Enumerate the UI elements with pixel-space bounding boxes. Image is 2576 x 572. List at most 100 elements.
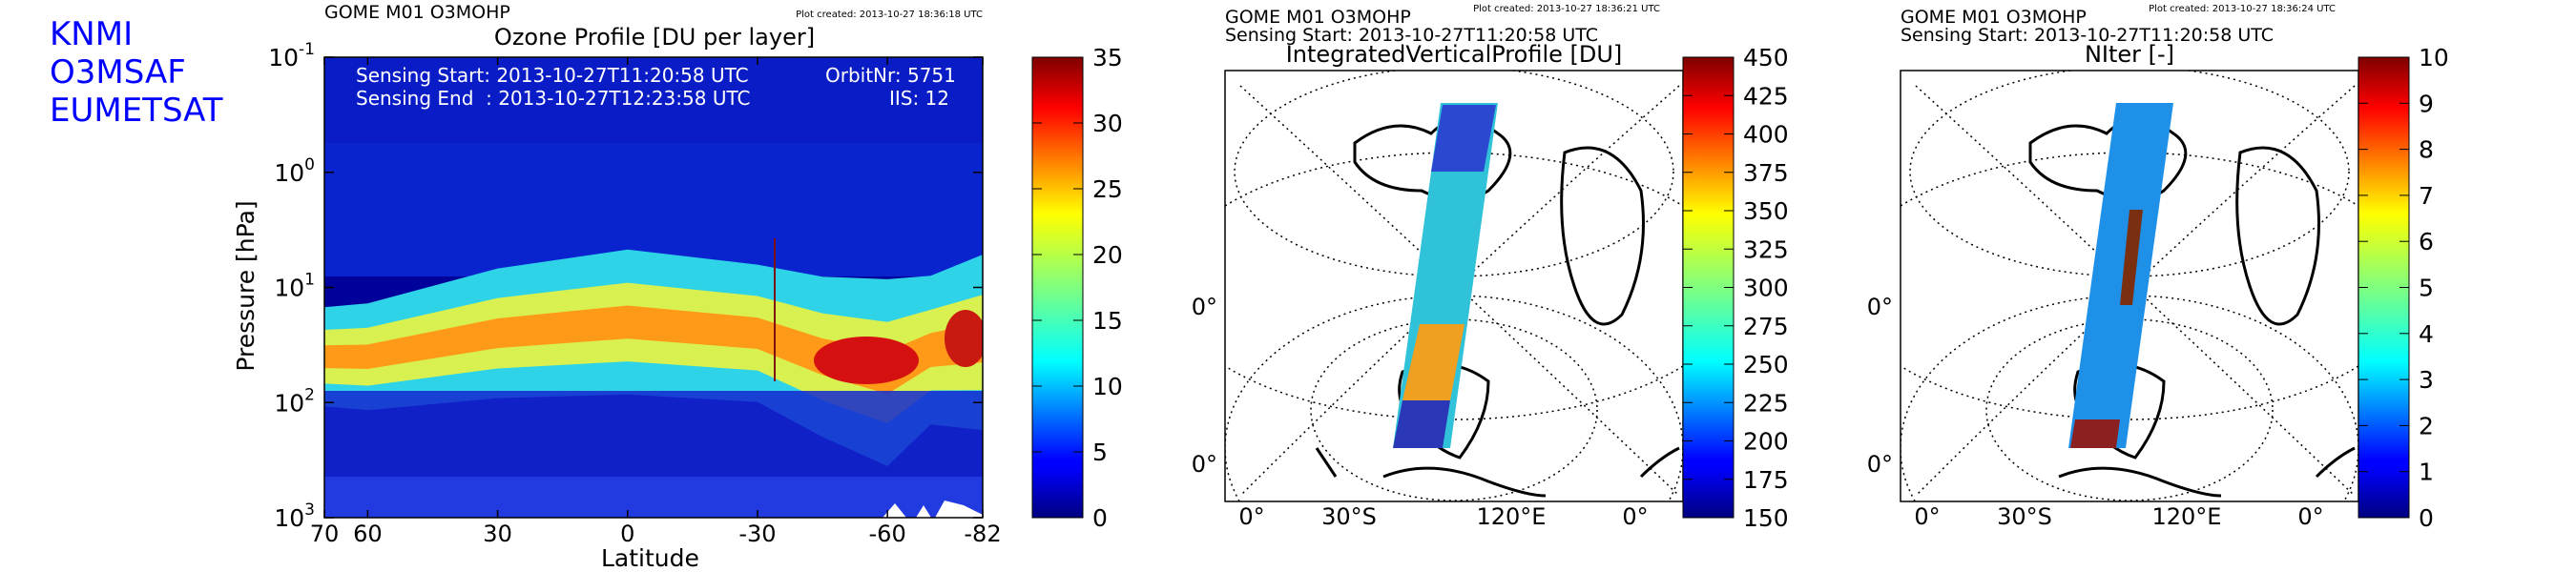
map2-subheader: Sensing Start: 2013-10-27T11:20:58 UTC (1901, 25, 2275, 46)
colorbar-label: 150 (1743, 504, 1789, 532)
map2-colorbar-ticks: 0 1 2 3 4 5 6 7 8 9 10 (2358, 44, 2449, 532)
map2-swath (2068, 103, 2173, 448)
x-tick-label: 0 (620, 521, 634, 547)
heatmap-colorbar (1031, 56, 1084, 519)
branding: KNMI O3MSAF EUMETSAT (50, 15, 223, 130)
y-tick-label: 100 (274, 155, 315, 187)
colorbar-label: 25 (1092, 175, 1123, 203)
map2-header: GOME M01 O3MOHP (1901, 7, 2087, 28)
x-tick-label: 70 (310, 521, 340, 547)
colorbar-label: 7 (2419, 182, 2434, 210)
colorbar-label: 10 (1092, 373, 1123, 400)
brand-o3msaf: O3MSAF (50, 53, 186, 92)
iis-text: IIS: 12 (888, 87, 949, 110)
colorbar-label: 325 (1743, 235, 1789, 263)
colorbar-label: 35 (1092, 44, 1123, 72)
heatmap-xlabel: Latitude (601, 544, 699, 572)
colorbar-label: 3 (2419, 366, 2434, 394)
map1-swath-north (1431, 105, 1496, 172)
x-tick-label: 30 (483, 521, 512, 547)
lon-label: 120°E (1477, 503, 1547, 530)
missing-data-patches (883, 500, 983, 518)
x-tick-label: -82 (964, 521, 1001, 547)
lon-label: 30°S (1997, 503, 2052, 530)
ozone-max-pole (945, 310, 983, 367)
orbit-number-text: OrbitNr: 5751 (825, 64, 956, 87)
map1-title: IntegratedVerticalProfile [DU] (1285, 41, 1623, 68)
y-tick-label: 102 (274, 385, 315, 417)
colorbar-label: 0 (1092, 504, 1108, 532)
x-tick-label: -60 (869, 521, 906, 547)
colorbar-label: 4 (2419, 320, 2434, 348)
y-tick-label: 101 (274, 271, 315, 302)
map1-content (1225, 71, 1683, 501)
colorbar-label: 175 (1743, 466, 1789, 494)
lon-label: 0° (1238, 503, 1264, 530)
map1-subheader: Sensing Start: 2013-10-27T11:20:58 UTC (1225, 25, 1599, 46)
ozone-band-mid (324, 282, 983, 424)
colorbar-label: 9 (2419, 90, 2434, 117)
map2-content (1901, 71, 2358, 501)
map1-swath-south (1393, 400, 1450, 448)
lon-label: 0° (1622, 503, 1648, 530)
panel1-header: GOME M01 O3MOHP (324, 2, 510, 23)
x-tick-label: 60 (353, 521, 383, 547)
map2-swath-streak (2120, 210, 2143, 305)
colorbar-label: 350 (1743, 197, 1789, 225)
sensing-end-text: Sensing End : 2013-10-27T12:23:58 UTC (356, 87, 751, 110)
colorbar-label: 250 (1743, 351, 1789, 378)
lon-label: 0° (1914, 503, 1940, 530)
colorbar-label: 200 (1743, 428, 1789, 456)
y-tick-label: 103 (274, 500, 315, 532)
colorbar-label: 300 (1743, 275, 1789, 302)
colorbar-label: 10 (2419, 44, 2449, 72)
colorbar-label: 375 (1743, 159, 1789, 187)
brand-eumetsat: EUMETSAT (50, 92, 223, 130)
colorbar-label: 20 (1092, 241, 1123, 269)
colorbar-label: 5 (1092, 439, 1108, 466)
colorbar-label: 1 (2419, 459, 2434, 486)
map1-labels: 0° 0° 0° 30°S 120°E 0° (1192, 294, 1649, 530)
colorbar-label: 425 (1743, 82, 1789, 110)
lat-label: 0° (1192, 451, 1217, 478)
map2-title: NIter [-] (2084, 41, 2175, 68)
lon-label: 30°S (1321, 503, 1377, 530)
map2-plot-created: Plot created: 2013-10-27 18:36:24 UTC (2149, 4, 2336, 14)
colorbar-label: 275 (1743, 313, 1789, 340)
ozone-max-south (814, 337, 919, 384)
panel1-plot-created: Plot created: 2013-10-27 18:36:18 UTC (796, 10, 983, 20)
colorbar-label: 8 (2419, 136, 2434, 164)
lat-label: 0° (1867, 294, 1893, 320)
colorbar-label: 6 (2419, 228, 2434, 255)
heatmap-field (324, 57, 983, 518)
lat-label: 0° (1192, 294, 1217, 320)
map2-labels: 0° 0° 0° 30°S 120°E 0° (1867, 294, 2324, 530)
brand-knmi: KNMI (50, 15, 134, 53)
map1-swath-high (1402, 324, 1465, 400)
ozone-band-inner (324, 305, 983, 395)
y-tick-label: 10-1 (268, 40, 315, 72)
colorbar-label: 30 (1092, 110, 1123, 137)
heatmap-y-ticks: 10-1 100 101 102 103 (268, 40, 983, 532)
colorbar-label: 15 (1092, 307, 1123, 335)
heatmap-x-ticks: 70 60 30 0 -30 -60 -82 (310, 57, 1002, 547)
sensing-start-text: Sensing Start: 2013-10-27T11:20:58 UTC (356, 64, 749, 87)
colorbar-label: 5 (2419, 275, 2434, 302)
map2-swath-south (2070, 419, 2120, 448)
map1-colorbar-ticks: 150 175 200 225 250 275 300 325 350 375 400 425 450 (1683, 44, 1789, 532)
lon-label: 120°E (2152, 503, 2222, 530)
colorbar-label: 450 (1743, 44, 1789, 72)
map1-header: GOME M01 O3MOHP (1225, 7, 1411, 28)
lon-label: 0° (2297, 503, 2323, 530)
heatmap-ylabel: Pressure [hPa] (232, 200, 260, 372)
colorbar-label: 2 (2419, 412, 2434, 439)
map1-plot-created: Plot created: 2013-10-27 18:36:21 UTC (1473, 4, 1660, 14)
colorbar-label: 400 (1743, 121, 1789, 149)
lat-label: 0° (1867, 451, 1893, 478)
colorbar-label: 0 (2419, 504, 2434, 532)
x-tick-label: -30 (738, 521, 776, 547)
colorbar-label: 225 (1743, 389, 1789, 417)
heatmap-colorbar-ticks: 0 5 10 15 20 25 30 35 (1032, 44, 1123, 532)
panel1-title: Ozone Profile [DU per layer] (493, 24, 816, 51)
